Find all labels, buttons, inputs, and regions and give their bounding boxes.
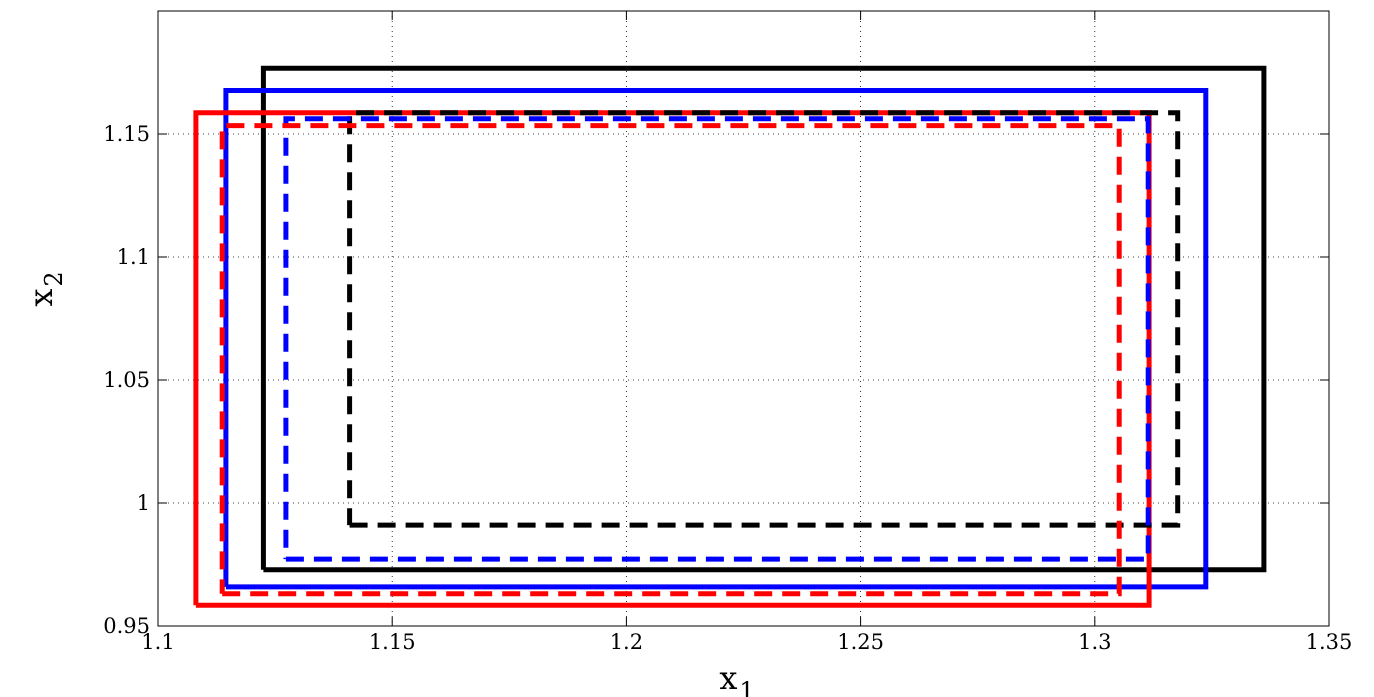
x-axis-label: x1 [719,659,754,697]
x-axis-label-main: x [719,659,737,697]
x-tick-label: 1.2 [610,630,643,654]
y-tick-label: 1.15 [103,122,150,146]
series-line-1 [260,65,1267,573]
y-tick-label: 1 [137,491,150,515]
series-group [193,65,1267,608]
grid [158,11,1329,626]
series-line-6 [219,123,1122,597]
y-tick-label: 1.1 [117,245,150,269]
y-axis-label-main: x [22,289,60,307]
x-tick-label: 1.15 [369,630,416,654]
ticks [157,11,1330,627]
x-tick-label: 1.25 [837,630,884,654]
x-tick-label: 1.1 [141,630,174,654]
x-tick-label: 1.35 [1306,630,1353,654]
y-tick-label: 1.05 [103,368,150,392]
x-axis-label-sub: 1 [739,677,754,697]
y-axis-label-sub: 2 [40,271,68,286]
tick-labels: 1.1 1.15 1.2 1.25 1.3 1.35 0.95 1 1.05 1.1 1.15 [103,122,1352,654]
series-line-4 [347,110,1181,528]
series-line-5 [283,116,1151,562]
x-tick-label: 1.3 [1078,630,1111,654]
y-axis-label: x2 [22,271,68,306]
y-tick-label: 0.95 [103,614,150,638]
plot-frame [157,10,1330,627]
series-line-2 [223,88,1209,590]
